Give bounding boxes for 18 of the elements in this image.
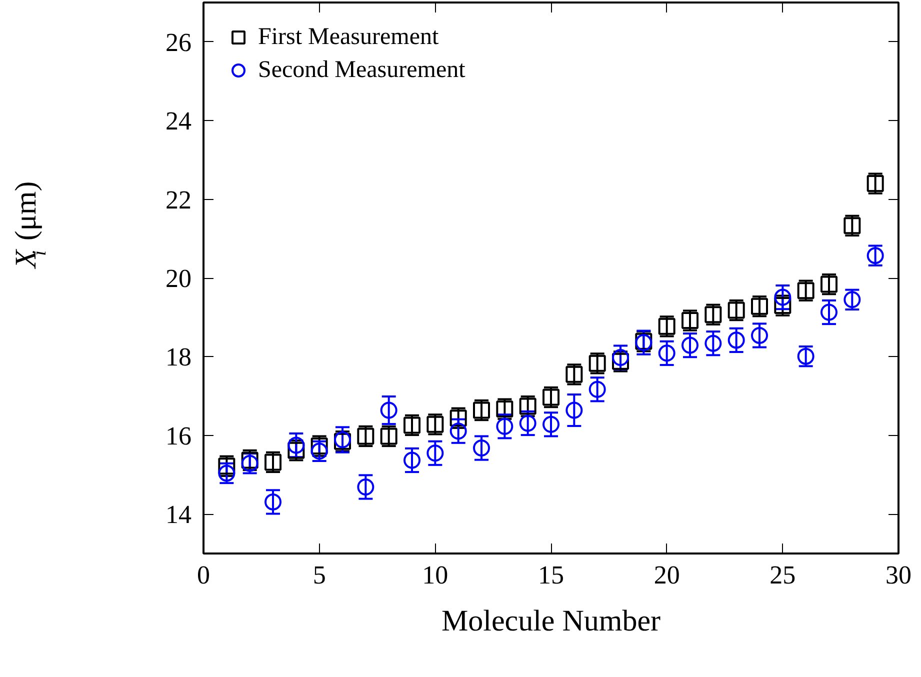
legend-label: Second Measurement xyxy=(258,56,466,84)
y-tick-label: 14 xyxy=(166,500,192,530)
y-tick-label: 26 xyxy=(166,28,192,57)
x-tick-label: 15 xyxy=(538,560,564,590)
x-tick-label: 5 xyxy=(312,560,326,590)
x-tick-label: 30 xyxy=(886,560,912,590)
y-tick-label: 20 xyxy=(166,264,192,293)
y-axis-title: Xi (μm) xyxy=(10,181,50,270)
legend-label: First Measurement xyxy=(258,24,439,50)
y-tick-label: 18 xyxy=(166,342,192,372)
y-tick-label: 16 xyxy=(166,421,192,450)
x-tick-label: 25 xyxy=(770,560,796,590)
x-tick-label: 0 xyxy=(197,560,210,590)
y-tick-label: 24 xyxy=(166,106,192,136)
x-axis-title: Molecule Number xyxy=(441,604,661,638)
x-tick-label: 20 xyxy=(654,560,680,590)
x-tick-label: 10 xyxy=(422,560,448,590)
y-tick-label: 22 xyxy=(166,185,192,214)
